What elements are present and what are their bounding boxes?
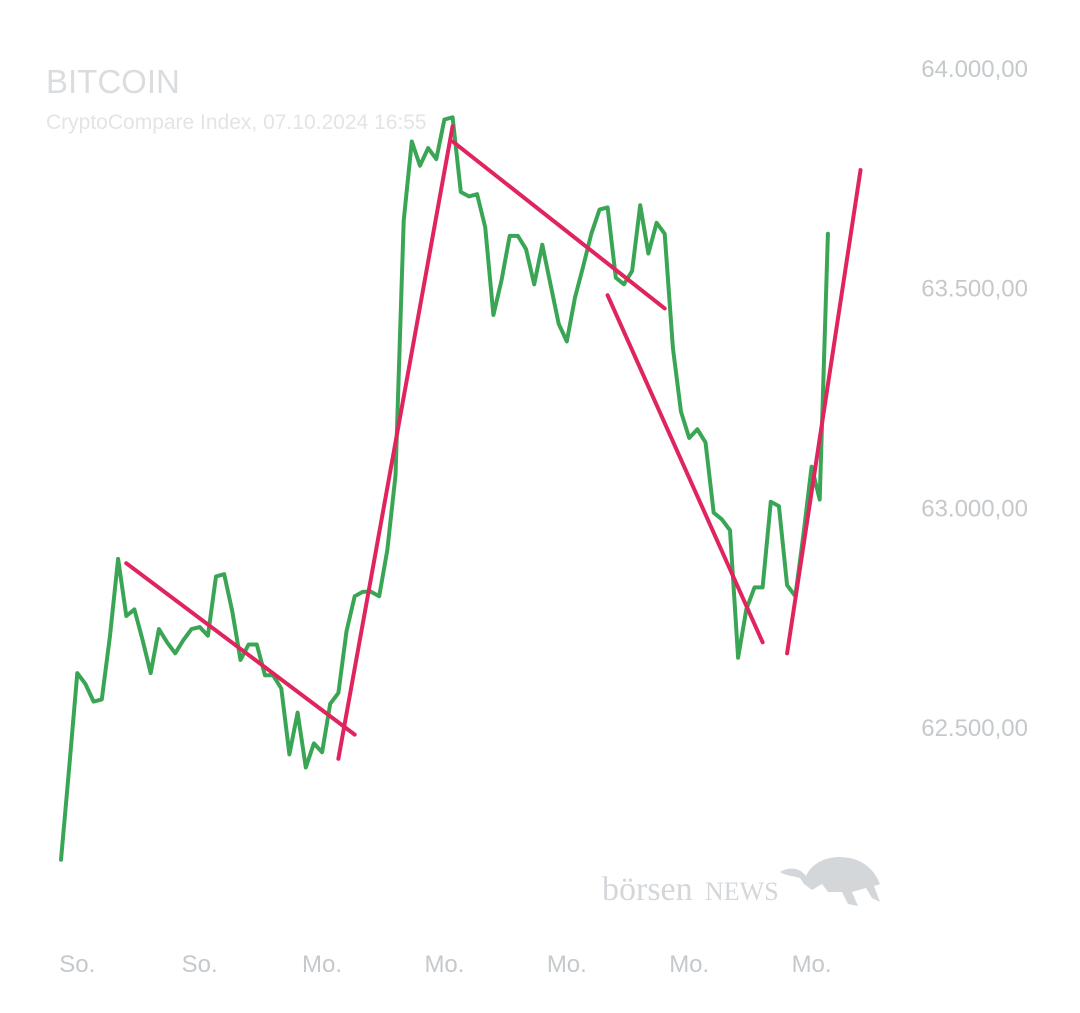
x-tick-label: Mo.: [424, 951, 464, 978]
price-series-line: [59, 115, 830, 862]
y-axis: 64.000,00 63.500,00 63.000,00 62.500,00: [921, 56, 1028, 742]
bull-icon: [780, 856, 880, 906]
trendline: [450, 139, 667, 311]
y-tick-label: 64.000,00: [921, 56, 1028, 83]
trendline: [124, 561, 357, 737]
x-tick-label: Mo.: [547, 951, 587, 978]
y-tick-label: 63.000,00: [921, 495, 1028, 522]
y-tick-label: 63.500,00: [921, 276, 1028, 303]
trendline: [605, 293, 765, 645]
trendline-layer: [124, 124, 863, 761]
watermark-brand-lower: börsen: [602, 871, 693, 908]
trendline: [336, 124, 455, 761]
x-tick-label: Mo.: [302, 951, 342, 978]
chart-title: BITCOIN: [46, 63, 180, 100]
series-layer: [59, 115, 830, 862]
x-tick-label: So.: [59, 951, 95, 978]
x-axis: So. So. Mo. Mo. Mo. Mo. Mo.: [59, 951, 831, 978]
watermark: börsen NEWS: [602, 856, 880, 908]
watermark-brand-upper: NEWS: [705, 877, 779, 906]
chart-subtitle: CryptoCompare Index, 07.10.2024 16:55: [46, 111, 427, 134]
x-tick-label: Mo.: [792, 951, 832, 978]
y-tick-label: 62.500,00: [921, 715, 1028, 742]
trendline: [785, 168, 863, 656]
x-tick-label: So.: [182, 951, 218, 978]
x-tick-label: Mo.: [669, 951, 709, 978]
